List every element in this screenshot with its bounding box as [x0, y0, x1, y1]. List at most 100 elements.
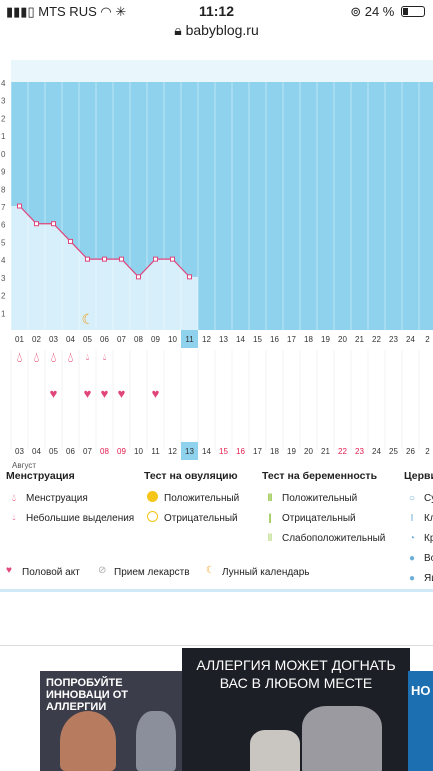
date-label[interactable]: 22 [338, 447, 347, 456]
url-bar[interactable]: 🔒︎ babyblog.ru [0, 22, 433, 42]
date-label[interactable]: 17 [253, 447, 262, 456]
day-label[interactable]: 08 [134, 335, 143, 344]
y-tick-label: 3 [1, 274, 6, 283]
y-tick-label: 4 [1, 256, 6, 265]
date-label[interactable]: 24 [372, 447, 381, 456]
temperature-point[interactable] [170, 256, 175, 262]
day-label[interactable]: 10 [168, 335, 177, 344]
date-label[interactable]: 12 [168, 447, 177, 456]
day-label[interactable]: 18 [304, 335, 313, 344]
day-label[interactable]: 02 [32, 335, 41, 344]
date-label[interactable]: 04 [32, 447, 41, 456]
date-label[interactable]: 20 [304, 447, 313, 456]
date-label[interactable]: 08 [100, 447, 109, 456]
day-label[interactable]: 01 [15, 335, 24, 344]
ad-center-text: АЛЛЕРГИЯ МОЖЕТ ДОГНАТЬ ВАС В ЛЮБОМ МЕСТЕ [196, 657, 396, 691]
date-label[interactable]: 03 [15, 447, 24, 456]
day-label[interactable]: 09 [151, 335, 160, 344]
ad-banner[interactable]: ПОПРОБУЙТЕ ИННОВАЦИ ОТ АЛЛЕРГИИ АЛЛЕРГИЯ… [0, 645, 433, 771]
status-right: ⊚ 24 % [350, 4, 425, 20]
heart-icon[interactable]: ♥ [101, 386, 109, 401]
date-label[interactable]: 2 [425, 447, 430, 456]
date-label[interactable]: 05 [49, 447, 58, 456]
day-label[interactable]: 22 [372, 335, 381, 344]
date-label[interactable]: 11 [151, 447, 160, 456]
preg-negative-icon: | [268, 512, 272, 524]
current-day-highlight-bottom [181, 442, 198, 460]
ad-left-text: ПОПРОБУЙТЕ ИННОВАЦИ ОТ АЛЛЕРГИИ [46, 677, 128, 713]
drop-icon[interactable]: 💧︎ [51, 349, 57, 365]
y-tick-label: 3 [1, 97, 6, 106]
legend-preg-neg: Отрицательный [282, 512, 356, 524]
day-label[interactable]: 12 [202, 335, 211, 344]
legend-menstruation: Менструация [26, 492, 88, 504]
date-label[interactable]: 26 [406, 447, 415, 456]
temperature-point[interactable] [102, 256, 107, 262]
date-label[interactable]: 14 [202, 447, 211, 456]
legend-cervix-5: Яи [424, 572, 433, 584]
date-label[interactable]: 06 [66, 447, 75, 456]
date-label[interactable]: 21 [321, 447, 330, 456]
temperature-point[interactable] [17, 203, 22, 209]
day-label[interactable]: 14 [236, 335, 245, 344]
date-label[interactable]: 19 [287, 447, 296, 456]
temperature-chart[interactable]: 4 3 2 1 0 9 8 7 6 5 4 3 2 1 ☾ 01 02 03 04 05 06 07 08 09 10 11 12 1… [0, 44, 433, 594]
ad-center[interactable]: АЛЛЕРГИЯ МОЖЕТ ДОГНАТЬ ВАС В ЛЮБОМ МЕСТЕ [182, 648, 410, 771]
legend-ovulation-pos: Положительный [164, 492, 240, 504]
date-label[interactable]: 10 [134, 447, 143, 456]
date-label[interactable]: 15 [219, 447, 228, 456]
date-label[interactable]: 13 [185, 447, 194, 456]
drop-icon[interactable]: 💧︎ [103, 352, 107, 362]
day-label[interactable]: 07 [117, 335, 126, 344]
date-label[interactable]: 23 [355, 447, 364, 456]
y-tick-label: 8 [1, 185, 6, 194]
date-label[interactable]: 18 [270, 447, 279, 456]
heart-icon[interactable]: ♥ [84, 386, 92, 401]
y-tick-label: 4 [1, 79, 6, 88]
temperature-point[interactable] [153, 256, 158, 262]
day-label[interactable]: 23 [389, 335, 398, 344]
day-label[interactable]: 19 [321, 335, 330, 344]
day-label[interactable]: 03 [49, 335, 58, 344]
temperature-point[interactable] [187, 274, 192, 280]
day-label[interactable]: 11 [185, 335, 194, 344]
day-label[interactable]: 2 [425, 335, 430, 344]
day-label[interactable]: 24 [406, 335, 415, 344]
legend: Менструация 💧︎ Менструация 💧︎ Небольшие вы… [0, 470, 433, 592]
drop-icon[interactable]: 💧︎ [86, 352, 90, 362]
temperature-point[interactable] [68, 238, 73, 244]
y-tick-label: 2 [1, 114, 6, 123]
creamy-icon: ◔ [408, 532, 416, 544]
heart-icon[interactable]: ♥ [152, 386, 160, 401]
heart-icon[interactable]: ♥ [118, 386, 126, 401]
temperature-point[interactable] [85, 256, 90, 262]
day-label[interactable]: 17 [287, 335, 296, 344]
drop-icon[interactable]: 💧︎ [68, 349, 74, 365]
day-label[interactable]: 06 [100, 335, 109, 344]
dry-icon: ○ [408, 492, 416, 504]
temperature-point[interactable] [34, 221, 39, 227]
y-tick-label: 6 [1, 221, 6, 230]
day-label[interactable]: 04 [66, 335, 75, 344]
temperature-point[interactable] [119, 256, 124, 262]
drop-icon[interactable]: 💧︎ [34, 349, 40, 365]
y-tick-label: 2 [1, 292, 6, 301]
temperature-point[interactable] [136, 274, 141, 280]
date-label[interactable]: 09 [117, 447, 126, 456]
heart-icon[interactable]: ♥ [50, 386, 58, 401]
day-label[interactable]: 15 [253, 335, 262, 344]
ad-left[interactable]: ПОПРОБУЙТЕ ИННОВАЦИ ОТ АЛЛЕРГИИ [40, 671, 185, 771]
date-label[interactable]: 16 [236, 447, 245, 456]
day-label[interactable]: 21 [355, 335, 364, 344]
day-label[interactable]: 16 [270, 335, 279, 344]
ad-right[interactable]: НО [408, 671, 433, 771]
date-label[interactable]: 25 [389, 447, 398, 456]
drop-icon[interactable]: 💧︎ [17, 349, 23, 365]
battery-icon [401, 6, 425, 17]
temperature-point[interactable] [51, 221, 56, 227]
day-label[interactable]: 05 [83, 335, 92, 344]
ad-cat-large-image [302, 706, 382, 771]
day-label[interactable]: 13 [219, 335, 228, 344]
day-label[interactable]: 20 [338, 335, 347, 344]
date-label[interactable]: 07 [83, 447, 92, 456]
